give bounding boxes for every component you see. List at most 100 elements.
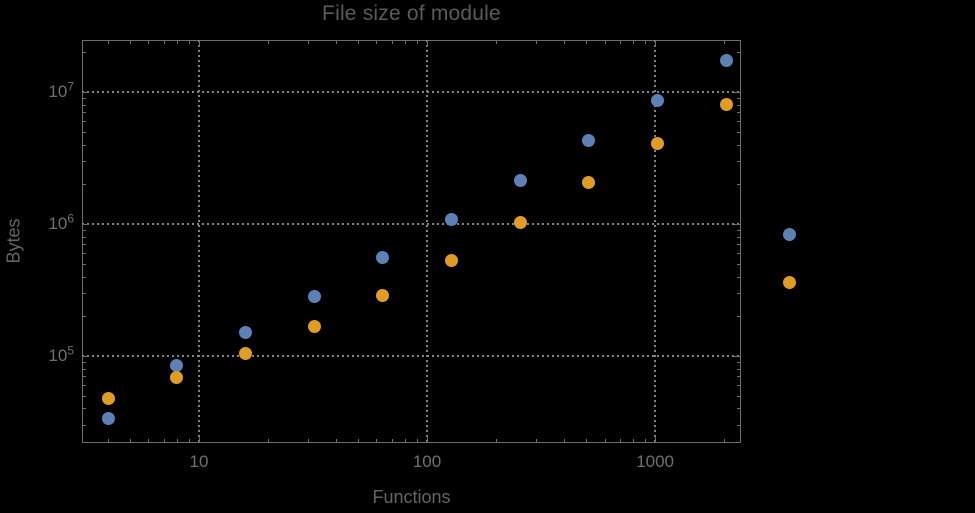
grid-line-vertical — [426, 40, 429, 443]
tick-mark — [416, 439, 418, 443]
data-point-blue — [513, 173, 527, 187]
tick-mark — [734, 355, 741, 357]
tick-mark — [737, 293, 741, 294]
y-tick-label: 107 — [48, 79, 74, 102]
tick-mark — [737, 276, 741, 278]
tick-mark — [82, 161, 86, 163]
data-point-blue — [444, 212, 458, 226]
tick-mark — [619, 439, 621, 443]
tick-mark — [737, 253, 741, 255]
data-point-blue — [239, 326, 253, 340]
tick-mark — [82, 368, 86, 370]
tick-mark — [176, 439, 178, 443]
tick-mark — [307, 40, 309, 44]
tick-mark — [633, 40, 634, 44]
data-point-blue — [719, 54, 733, 68]
tick-mark — [336, 439, 338, 443]
tick-mark — [82, 112, 86, 114]
grid-line-vertical — [654, 40, 657, 443]
tick-mark — [82, 244, 86, 246]
data-point-orange — [101, 391, 115, 405]
tick-mark — [82, 236, 86, 238]
tick-mark — [535, 439, 537, 443]
tick-mark — [82, 376, 86, 378]
tick-mark — [737, 263, 741, 265]
tick-mark — [82, 263, 86, 265]
tick-mark — [404, 439, 406, 443]
tick-mark — [564, 40, 566, 44]
y-axis-label: Bytes — [3, 218, 24, 264]
tick-mark — [737, 408, 741, 410]
data-point-orange — [513, 215, 527, 229]
grid-line-vertical — [197, 40, 200, 443]
tick-mark — [737, 144, 741, 146]
grid-line-horizontal — [82, 91, 741, 94]
tick-mark — [307, 439, 309, 443]
tick-mark — [130, 439, 132, 443]
data-point-orange — [376, 289, 390, 303]
plot-title: File size of module — [322, 2, 501, 25]
data-point-orange — [444, 254, 458, 268]
tick-mark — [619, 40, 621, 44]
tick-mark — [82, 395, 86, 397]
tick-mark — [267, 439, 269, 443]
tick-mark — [734, 224, 741, 225]
tick-mark — [148, 439, 150, 443]
tick-mark — [82, 98, 86, 100]
data-point-blue — [582, 133, 596, 147]
tick-mark — [82, 276, 86, 278]
tick-mark — [82, 104, 86, 106]
tick-mark — [82, 230, 86, 232]
tick-mark — [633, 439, 634, 443]
tick-mark — [644, 439, 646, 443]
data-point-orange — [582, 176, 596, 190]
tick-mark — [427, 436, 429, 443]
tick-mark — [108, 439, 110, 443]
tick-mark — [82, 253, 86, 255]
tick-mark — [495, 40, 497, 44]
tick-mark — [176, 40, 178, 44]
tick-mark — [82, 184, 86, 186]
tick-mark — [737, 385, 741, 387]
tick-mark — [148, 40, 150, 44]
tick-mark — [163, 439, 165, 443]
tick-mark — [404, 40, 406, 44]
tick-mark — [391, 439, 393, 443]
data-point-orange — [170, 371, 184, 385]
data-point-orange — [239, 347, 253, 361]
tick-mark — [586, 439, 588, 443]
tick-mark — [723, 439, 725, 443]
tick-mark — [416, 40, 418, 44]
tick-mark — [737, 395, 741, 397]
tick-mark — [737, 230, 741, 232]
tick-mark — [82, 121, 86, 123]
tick-mark — [655, 436, 657, 443]
tick-mark — [358, 439, 360, 443]
tick-mark — [82, 293, 86, 294]
tick-mark — [82, 362, 86, 363]
tick-mark — [82, 52, 86, 54]
tick-mark — [188, 439, 190, 443]
tick-mark — [163, 40, 165, 44]
data-point-orange — [719, 97, 733, 111]
tick-mark — [737, 98, 741, 100]
tick-mark — [82, 144, 86, 146]
tick-mark — [336, 40, 338, 44]
data-point-blue — [307, 289, 321, 303]
data-point-orange — [650, 136, 664, 150]
data-point-orange — [307, 320, 321, 334]
data-point-blue — [650, 94, 664, 108]
tick-mark — [188, 40, 190, 44]
data-point-blue — [101, 412, 115, 426]
tick-mark — [391, 40, 393, 44]
tick-mark — [82, 424, 86, 426]
tick-mark — [737, 104, 741, 106]
grid-line-horizontal — [82, 354, 741, 357]
tick-mark — [737, 424, 741, 426]
tick-mark — [82, 355, 89, 357]
tick-mark — [564, 439, 566, 443]
tick-mark — [737, 112, 741, 114]
x-tick-label: 1000 — [636, 452, 675, 471]
tick-mark — [358, 40, 360, 44]
